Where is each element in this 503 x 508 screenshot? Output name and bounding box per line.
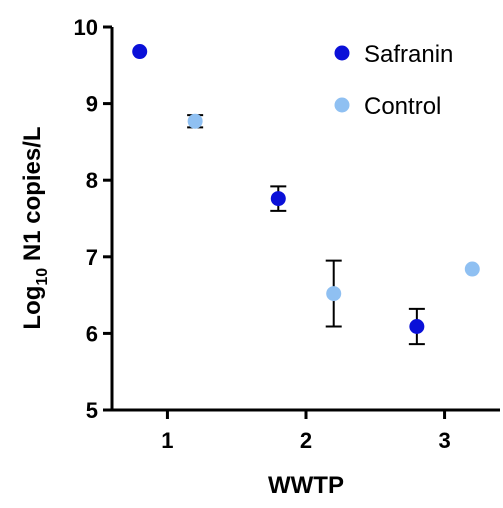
y-axis-title: Log10 N1 copies/L (19, 126, 51, 329)
data-point (132, 44, 148, 60)
y-tick-label: 9 (86, 92, 98, 117)
x-tick-label: 2 (300, 428, 312, 453)
legend-marker (334, 97, 350, 113)
y-axis-title-subscript: 10 (34, 268, 51, 286)
x-tick-label: 1 (161, 428, 173, 453)
data-point (464, 261, 480, 277)
data-point (270, 191, 286, 207)
y-tick-label: 5 (86, 398, 98, 423)
legend: Safranin Control (334, 41, 453, 120)
y-tick-label: 6 (86, 321, 98, 346)
y-tick-label: 8 (86, 168, 98, 193)
data-point (187, 113, 203, 129)
legend-label: Safranin (364, 41, 453, 68)
y-axis-title-rest: N1 copies/L (19, 126, 46, 267)
legend-marker (334, 45, 350, 61)
legend-label: Control (364, 93, 441, 120)
data-point (326, 286, 342, 302)
y-tick-label: 10 (74, 15, 98, 40)
y-axis-title-main: Log (19, 286, 46, 330)
x-axis-title: WWTP (268, 472, 344, 499)
axes: 5 6 7 8 9 10 1 2 3 (74, 15, 500, 453)
y-tick-label: 7 (86, 245, 98, 270)
data-point (409, 319, 425, 335)
chart-marks (132, 44, 480, 346)
x-tick-label: 3 (438, 428, 450, 453)
